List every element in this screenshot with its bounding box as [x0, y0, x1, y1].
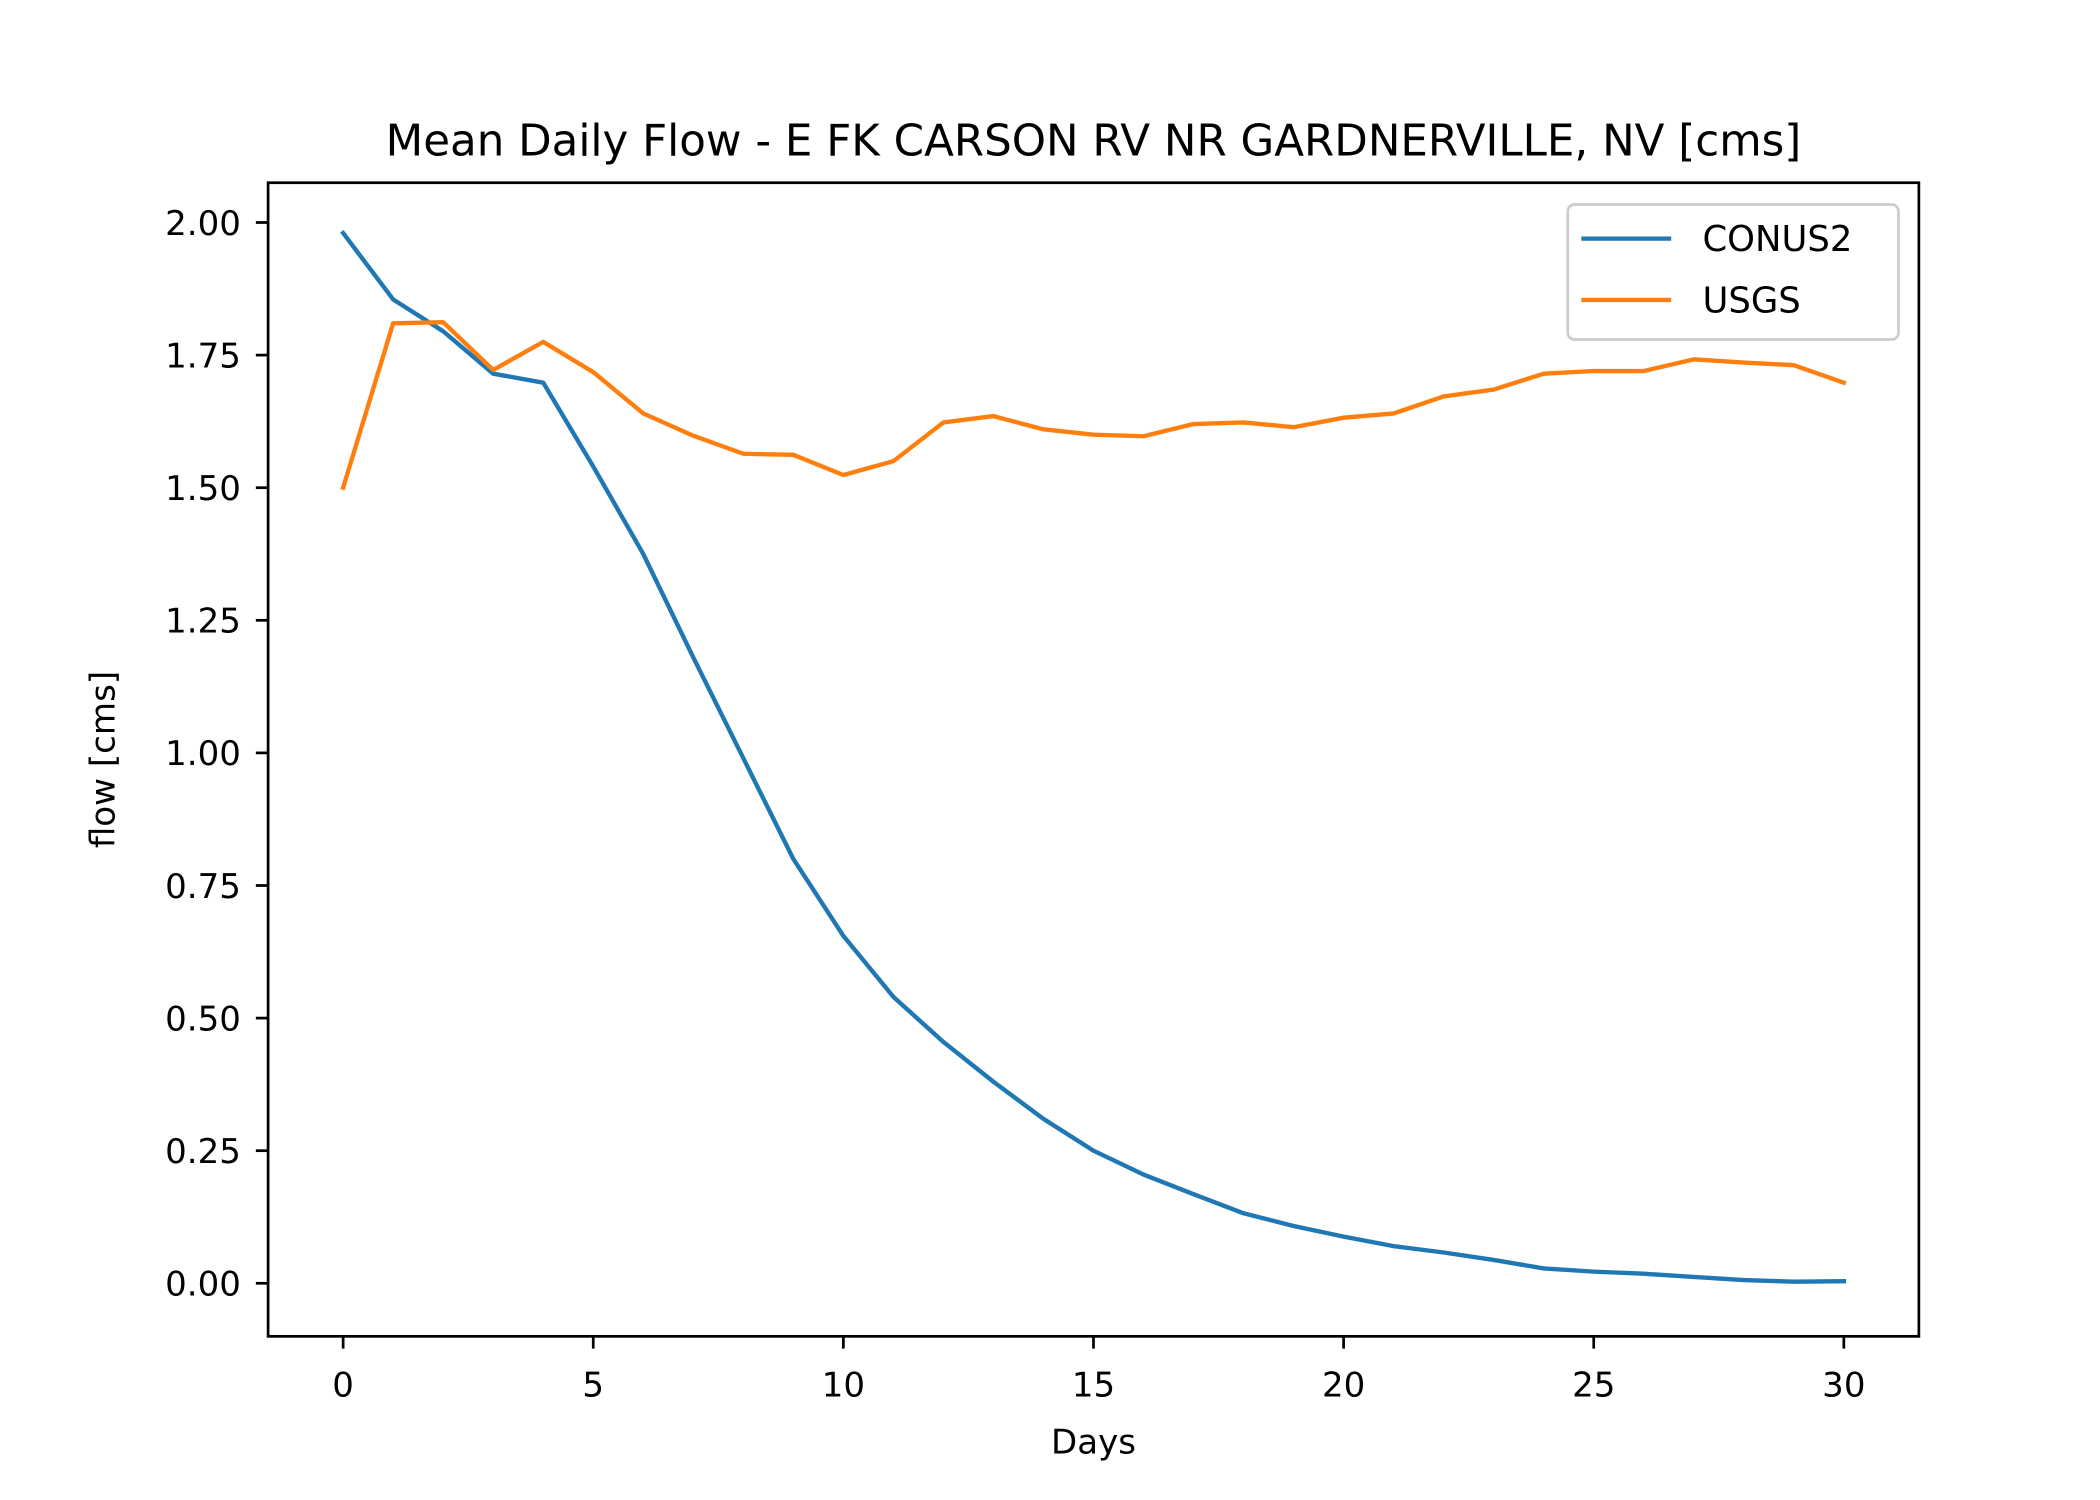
legend: CONUS2 USGS [1566, 203, 1900, 341]
series-line-usgs [340, 320, 1847, 491]
x-tick-label: 20 [1322, 1365, 1365, 1405]
y-tick-label: 1.25 [165, 602, 241, 642]
x-tick-label: 5 [582, 1365, 604, 1405]
y-tick-label: 1.75 [165, 336, 241, 376]
y-axis: 0.00 0.25 0.50 0.75 1.00 1.25 1.50 1.75 2.00 [165, 204, 269, 1305]
x-tick-label: 30 [1822, 1365, 1865, 1405]
legend-label-conus2: CONUS2 [1702, 219, 1852, 260]
chart-title: Mean Daily Flow - E FK CARSON RV NR GARD… [386, 116, 1802, 166]
legend-label-usgs: USGS [1702, 280, 1800, 321]
y-tick-label: 0.25 [165, 1132, 241, 1172]
y-axis-label: flow [cms] [83, 671, 123, 848]
x-tick-label: 25 [1572, 1365, 1615, 1405]
series-line-conus2 [340, 230, 1847, 1284]
x-axis: 0 5 10 15 20 25 30 [332, 1336, 1865, 1405]
x-tick-label: 15 [1072, 1365, 1115, 1405]
y-tick-label: 1.50 [165, 469, 241, 509]
y-tick-label: 2.00 [165, 204, 241, 244]
series-lines [340, 230, 1847, 1284]
x-tick-label: 10 [822, 1365, 865, 1405]
y-tick-label: 1.00 [165, 734, 241, 774]
y-tick-label: 0.00 [165, 1265, 241, 1305]
y-tick-label: 0.75 [165, 867, 241, 907]
x-axis-label: Days [1051, 1423, 1136, 1463]
y-tick-label: 0.50 [165, 999, 241, 1039]
x-tick-label: 0 [332, 1365, 354, 1405]
